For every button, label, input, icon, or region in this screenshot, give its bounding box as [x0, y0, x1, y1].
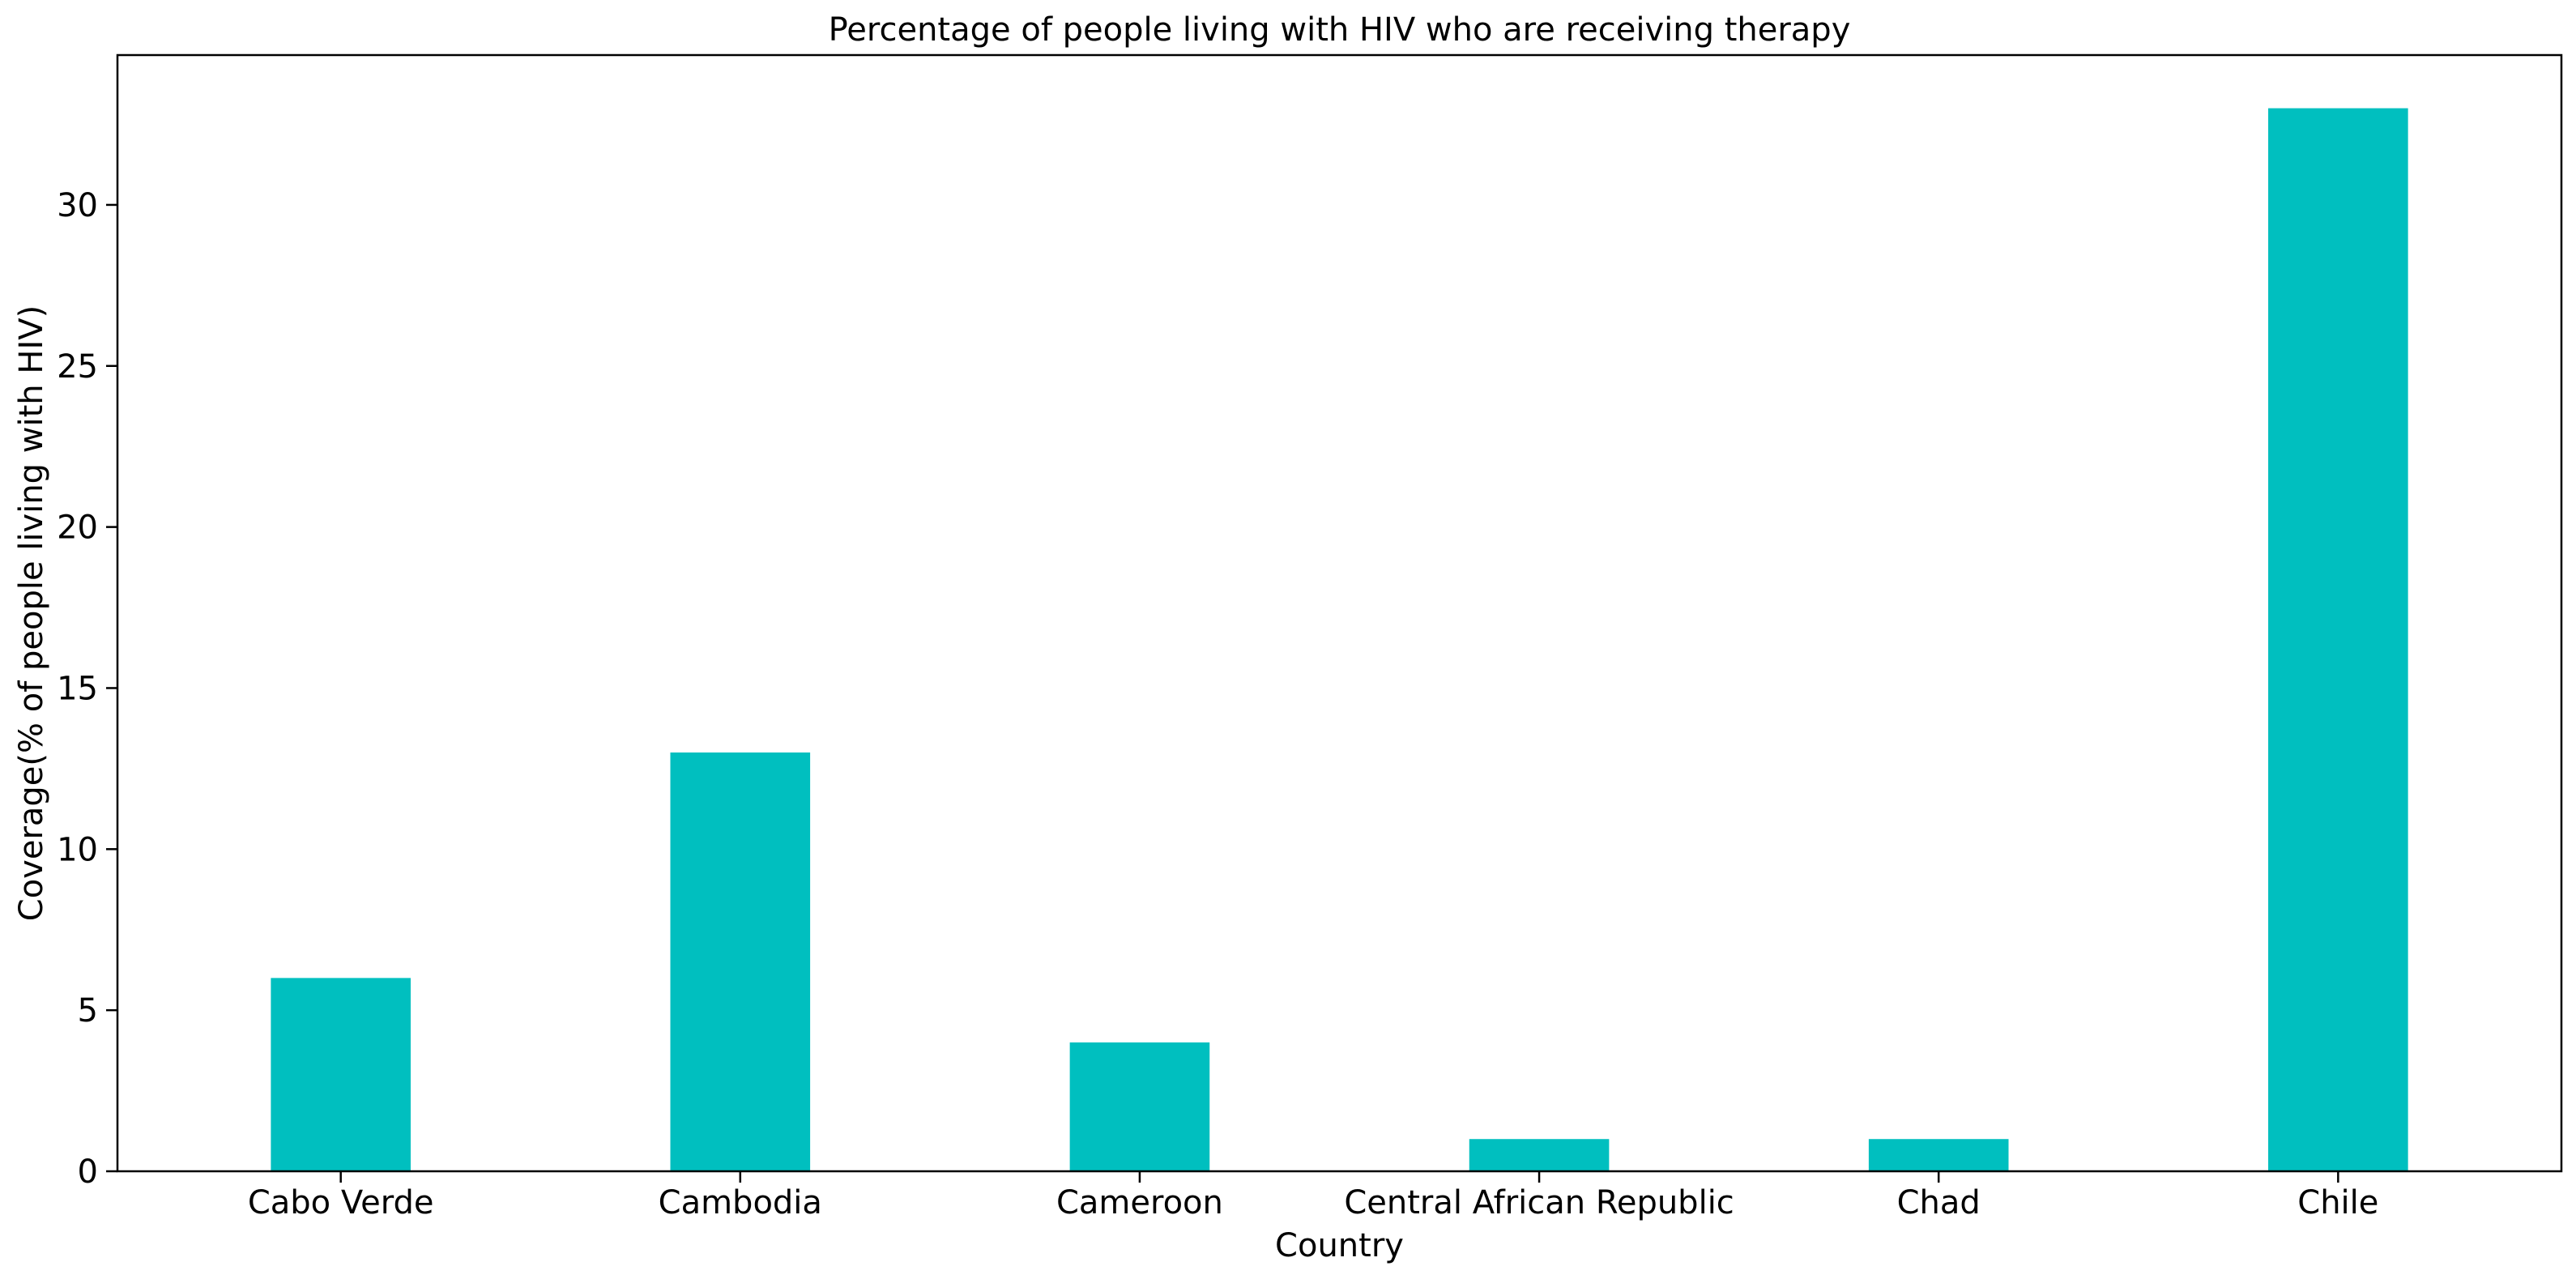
y-tick-label: 15 [57, 670, 98, 707]
x-tick-label: Central African Republic [1344, 1184, 1734, 1221]
x-tick-label: Cambodia [659, 1184, 822, 1221]
y-tick-label: 5 [78, 992, 98, 1030]
bars-group [271, 108, 2408, 1172]
x-tick-label: Chile [2297, 1184, 2378, 1221]
y-axis-label: Coverage(% of people living with HIV) [13, 305, 50, 921]
y-tick-label: 25 [57, 348, 98, 386]
bar-cabo-verde [271, 978, 411, 1171]
bar-cameroon [1069, 1042, 1210, 1171]
bar-central-african-republic [1469, 1139, 1610, 1171]
y-tick-label: 10 [57, 831, 98, 868]
bar-cambodia [670, 752, 811, 1171]
x-tick-label: Cameroon [1056, 1184, 1223, 1221]
x-axis-label: Country [1275, 1227, 1404, 1264]
y-tick-label: 0 [78, 1153, 98, 1191]
x-tick-label: Chad [1897, 1184, 1981, 1221]
bar-chile [2268, 108, 2408, 1172]
x-tick-label: Cabo Verde [248, 1184, 434, 1221]
plot-frame [116, 53, 2563, 1173]
y-tick-label: 30 [57, 187, 98, 224]
bar-chad [1868, 1139, 2009, 1171]
y-axis-ticks: 0 5 10 15 20 25 30 [57, 187, 117, 1191]
x-axis-ticks: Cabo Verde Cambodia Cameroon Central Africa… [248, 1171, 2378, 1221]
y-tick-label: 20 [57, 509, 98, 547]
chart-title: Percentage of people living with HIV who… [829, 11, 1851, 49]
